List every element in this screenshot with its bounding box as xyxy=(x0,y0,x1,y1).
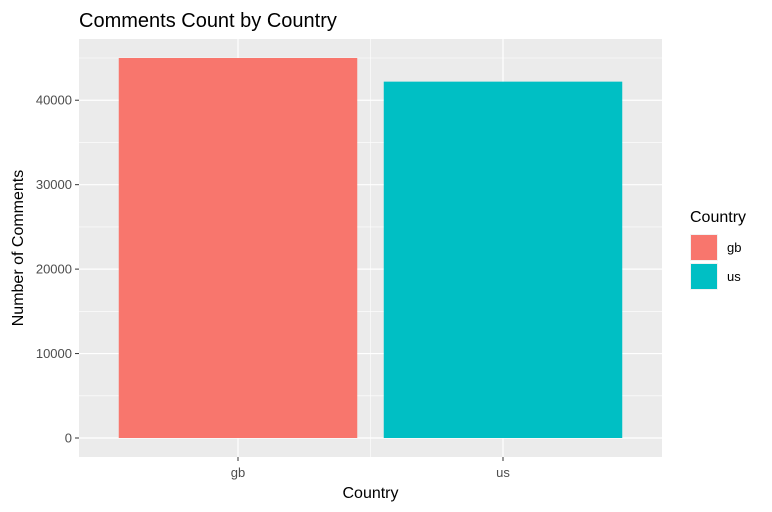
legend: Country gb us xyxy=(690,209,746,290)
x-axis-ticks: gb us xyxy=(231,457,510,480)
legend-swatch-gb xyxy=(691,235,717,260)
y-axis-ticks: 0 10000 20000 30000 40000 xyxy=(36,93,79,446)
legend-swatch-us xyxy=(691,264,717,289)
y-tick-label: 10000 xyxy=(36,346,72,361)
legend-label-us: us xyxy=(727,269,741,284)
y-tick-label: 20000 xyxy=(36,262,72,277)
y-tick-label: 30000 xyxy=(36,177,72,192)
bar-us xyxy=(383,81,623,439)
chart-title: Comments Count by Country xyxy=(79,10,337,32)
x-tick-label: gb xyxy=(231,465,245,480)
y-axis-title: Number of Comments xyxy=(10,170,27,327)
legend-items: gb us xyxy=(690,234,741,290)
x-axis-title: Country xyxy=(342,485,398,502)
x-tick-label: us xyxy=(496,465,510,480)
y-tick-label: 0 xyxy=(65,431,72,446)
legend-title: Country xyxy=(690,209,746,226)
bar-gb xyxy=(118,58,358,438)
y-tick-label: 40000 xyxy=(36,93,72,108)
bars xyxy=(118,58,623,439)
legend-label-gb: gb xyxy=(727,240,741,255)
